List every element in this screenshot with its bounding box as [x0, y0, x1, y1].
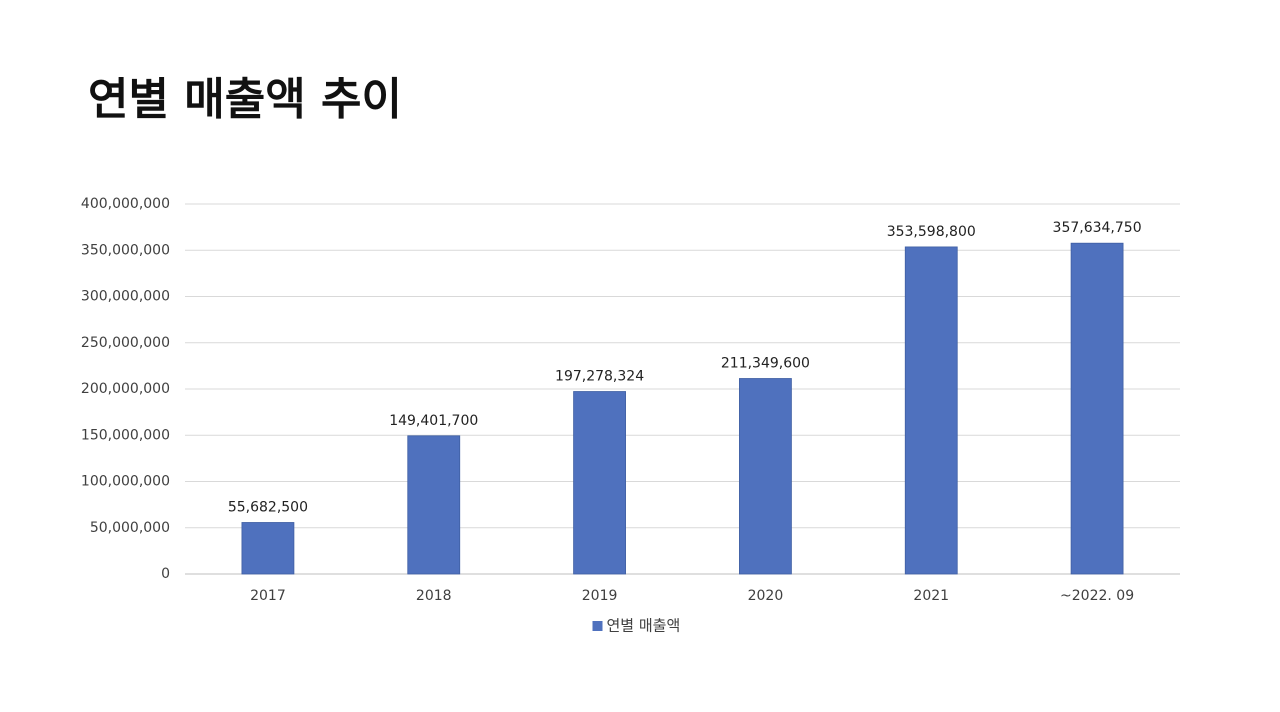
value-label: 55,682,500: [228, 499, 308, 515]
y-tick-label: 250,000,000: [81, 335, 170, 351]
x-tick-label: 2020: [748, 588, 784, 604]
y-tick-label: 350,000,000: [81, 242, 170, 258]
bar: [1070, 242, 1124, 575]
bar: [407, 435, 461, 575]
chart-title: 연별 매출액 추이: [88, 74, 402, 125]
y-tick-label: 100,000,000: [81, 474, 170, 490]
value-label: 149,401,700: [389, 413, 478, 429]
bar: [904, 246, 958, 575]
y-tick-label: 200,000,000: [81, 381, 170, 397]
x-tick-label: 2019: [582, 588, 618, 604]
value-label: 197,278,324: [555, 369, 644, 385]
bar: [241, 522, 295, 575]
value-label: 353,598,800: [887, 224, 976, 240]
value-label: 357,634,750: [1053, 220, 1142, 236]
legend-swatch: [592, 621, 603, 631]
bar: [739, 378, 792, 575]
legend-label: 연별 매출액: [607, 617, 681, 635]
y-tick-label: 400,000,000: [81, 196, 170, 212]
y-tick-label: 50,000,000: [90, 520, 170, 536]
value-label: 211,349,600: [721, 356, 810, 372]
y-tick-label: 0: [161, 566, 170, 582]
x-tick-label: ~2022. 09: [1060, 588, 1134, 604]
x-tick-label: 2018: [416, 588, 452, 604]
bar: [573, 391, 626, 575]
y-tick-label: 150,000,000: [81, 427, 170, 443]
x-tick-label: 2017: [250, 588, 286, 604]
x-tick-label: 2021: [913, 588, 949, 604]
y-tick-label: 300,000,000: [81, 289, 170, 305]
